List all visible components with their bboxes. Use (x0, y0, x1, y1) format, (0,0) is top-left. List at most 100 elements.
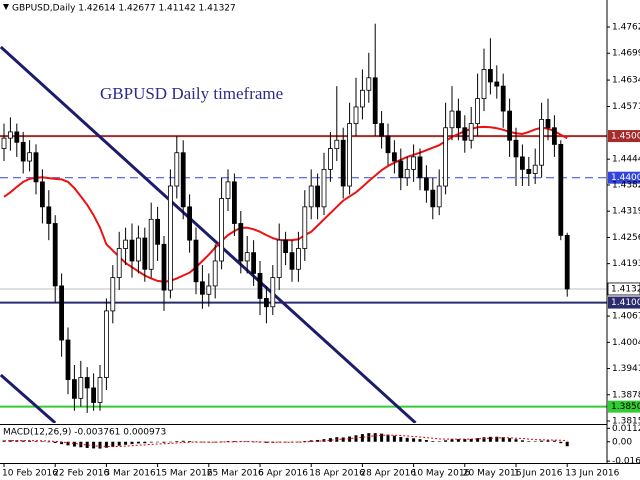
macd-bar (424, 439, 428, 442)
y-tick-label: 1.46990 (612, 49, 640, 59)
trendline (0, 373, 57, 423)
x-tick-label: 1 Jun 2016 (514, 469, 563, 479)
symbol-icon (3, 4, 9, 10)
candle-body (391, 152, 397, 162)
macd-bar (111, 441, 115, 447)
candle-body (443, 127, 449, 187)
macd-bar (482, 437, 486, 442)
macd-bar (527, 441, 531, 442)
candle-body (520, 156, 525, 170)
x-tick-label: 6 Apr 2016 (258, 469, 308, 479)
chart-title: GBPUSD,Daily 1.42614 1.42677 1.41142 1.4… (12, 4, 236, 14)
macd-bar (316, 439, 320, 442)
macd-bar (380, 433, 384, 442)
candle-body (558, 143, 564, 236)
candle-body (334, 139, 340, 149)
macd-bar (412, 438, 416, 442)
candle-body (155, 218, 161, 245)
candle-body (500, 85, 506, 112)
macd-bar (540, 440, 544, 442)
macd-bar (360, 434, 364, 442)
macd-bar (469, 438, 473, 442)
x-tick-label: 25 Mar 2016 (207, 469, 264, 479)
macd-bar (162, 441, 166, 443)
candle-body (84, 377, 90, 389)
macd-bar (367, 433, 371, 442)
macd-bar (565, 441, 569, 447)
x-tick-label: 15 Mar 2016 (156, 469, 213, 479)
y-tick-label: 1.41935 (612, 259, 640, 269)
candle-body (129, 239, 135, 262)
candle-body (180, 152, 186, 208)
candle-body (372, 77, 378, 124)
candle-body (104, 310, 109, 378)
macd-bar (85, 441, 89, 448)
candle-body (564, 234, 570, 290)
candle-body (475, 98, 481, 124)
candle-body (353, 106, 359, 124)
macd-bar (405, 437, 409, 442)
candle-body (142, 237, 148, 270)
trendline (0, 45, 417, 423)
y-tick-label: 1.44445 (612, 155, 640, 165)
macd-bar (501, 437, 505, 442)
candle-body (532, 164, 538, 174)
y-tick-label: 1.40675 (612, 312, 640, 322)
candle-body (199, 281, 205, 295)
y-tick-label: 1.47620 (612, 23, 640, 33)
macd-bar (463, 439, 467, 442)
level-label: 1.44000 (611, 173, 640, 183)
macd-bar (399, 436, 403, 442)
macd-bar (533, 441, 537, 443)
macd-bar (8, 440, 12, 442)
annotation: GBPUSD Daily timeframe (100, 84, 283, 103)
macd-bar (450, 439, 454, 442)
y-tick-label: 1.46345 (612, 76, 640, 86)
macd-bar (149, 441, 153, 443)
candle-body (251, 252, 257, 274)
current-price-label: 1.41327 (611, 284, 640, 294)
candle-body (423, 177, 429, 191)
macd-bar (60, 441, 64, 445)
main-panel (0, 23, 607, 423)
candle-body (539, 119, 544, 166)
candle-body (270, 277, 276, 308)
candle-body (110, 277, 116, 312)
candle-body (366, 77, 372, 91)
macd-bar (264, 441, 268, 443)
macd-bar (143, 441, 147, 444)
macd-bar (21, 440, 25, 442)
candle-body (78, 377, 84, 399)
candle-body (321, 168, 327, 208)
candle-body (7, 131, 13, 139)
macd-bar (98, 441, 102, 449)
macd-bar (188, 441, 192, 442)
macd-bar (181, 440, 185, 442)
candle-body (52, 223, 58, 287)
macd-bar (328, 438, 332, 442)
candle-body (161, 243, 167, 291)
level-label: 1.38500 (611, 402, 640, 412)
x-tick-label: 3 Mar 2016 (104, 469, 156, 479)
candle-body (283, 239, 289, 254)
candle-body (481, 69, 487, 100)
candle-body (340, 139, 346, 187)
y-tick-label: 1.43825 (612, 180, 640, 190)
candle-body (123, 239, 128, 249)
macd-bar (66, 441, 70, 446)
candle-body (359, 89, 365, 108)
candle-body (417, 156, 423, 179)
candle-body (187, 206, 193, 241)
macd-bar (309, 440, 313, 442)
macd-bar (520, 440, 524, 442)
candle-body (59, 285, 64, 341)
candle-body (385, 135, 391, 154)
macd-bar (296, 441, 300, 443)
macd-bar (232, 441, 236, 442)
macd-bar (341, 437, 345, 442)
macd-bar (508, 438, 512, 442)
candle-body (193, 239, 199, 283)
y-tick-label: 1.39415 (612, 364, 640, 374)
macd-bar (386, 434, 390, 442)
overlay: 1.45000 1.44000 1.41000 1.38500 1.41327 (607, 130, 640, 413)
